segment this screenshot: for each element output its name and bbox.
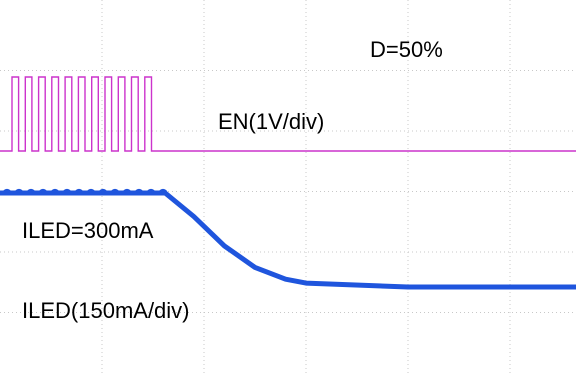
annotation-duty: D=50% (370, 37, 443, 62)
iled-ripple (2, 189, 168, 194)
annotation-iled-level: ILED=300mA (22, 218, 154, 243)
iled-line (0, 190, 576, 290)
en-line (0, 76, 576, 152)
en-series (0, 76, 576, 152)
annotation-en-channel: EN(1V/div) (218, 109, 324, 134)
iled-series (0, 189, 576, 290)
annotation-iled-channel: ILED(150mA/div) (22, 298, 190, 323)
